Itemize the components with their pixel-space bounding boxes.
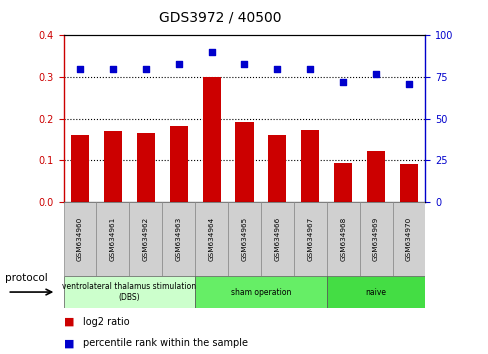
Text: log2 ratio: log2 ratio: [83, 317, 129, 327]
Text: GSM634968: GSM634968: [340, 217, 346, 261]
Bar: [333, 163, 351, 202]
Bar: [301, 130, 319, 202]
Text: sham operation: sham operation: [230, 287, 290, 297]
Point: [207, 49, 215, 55]
Bar: [326, 276, 425, 308]
Text: ■: ■: [63, 338, 74, 348]
Point: [76, 66, 84, 72]
Text: ■: ■: [63, 317, 74, 327]
Bar: [366, 151, 385, 202]
Bar: [195, 276, 326, 308]
Bar: [103, 131, 122, 202]
Bar: [399, 164, 417, 202]
Bar: [326, 202, 359, 276]
Text: protocol: protocol: [5, 273, 47, 283]
Point: [404, 81, 412, 86]
Bar: [293, 202, 326, 276]
Text: GSM634960: GSM634960: [77, 217, 83, 261]
Text: GSM634965: GSM634965: [241, 217, 247, 261]
Point: [174, 61, 182, 67]
Bar: [268, 135, 286, 202]
Text: GSM634961: GSM634961: [110, 217, 116, 261]
Bar: [137, 133, 155, 202]
Bar: [96, 202, 129, 276]
Point: [371, 71, 379, 76]
Bar: [359, 202, 392, 276]
Bar: [202, 77, 220, 202]
Bar: [71, 135, 89, 202]
Text: GSM634964: GSM634964: [208, 217, 214, 261]
Text: naive: naive: [365, 287, 386, 297]
Point: [142, 66, 149, 72]
Bar: [227, 202, 261, 276]
Bar: [261, 202, 293, 276]
Text: GSM634966: GSM634966: [274, 217, 280, 261]
Point: [273, 66, 281, 72]
Bar: [195, 202, 227, 276]
Bar: [162, 202, 195, 276]
Text: ventrolateral thalamus stimulation
(DBS): ventrolateral thalamus stimulation (DBS): [62, 282, 196, 302]
Bar: [235, 121, 253, 202]
Text: GSM634969: GSM634969: [372, 217, 378, 261]
Point: [306, 66, 314, 72]
Bar: [63, 202, 96, 276]
Point: [109, 66, 117, 72]
Text: GSM634962: GSM634962: [142, 217, 148, 261]
Text: GSM634967: GSM634967: [306, 217, 313, 261]
Bar: [63, 276, 195, 308]
Text: GSM634963: GSM634963: [175, 217, 182, 261]
Text: percentile rank within the sample: percentile rank within the sample: [83, 338, 247, 348]
Text: GDS3972 / 40500: GDS3972 / 40500: [159, 11, 281, 25]
Bar: [129, 202, 162, 276]
Point: [240, 61, 248, 67]
Point: [339, 79, 346, 85]
Text: GSM634970: GSM634970: [405, 217, 411, 261]
Bar: [169, 126, 187, 202]
Bar: [392, 202, 425, 276]
